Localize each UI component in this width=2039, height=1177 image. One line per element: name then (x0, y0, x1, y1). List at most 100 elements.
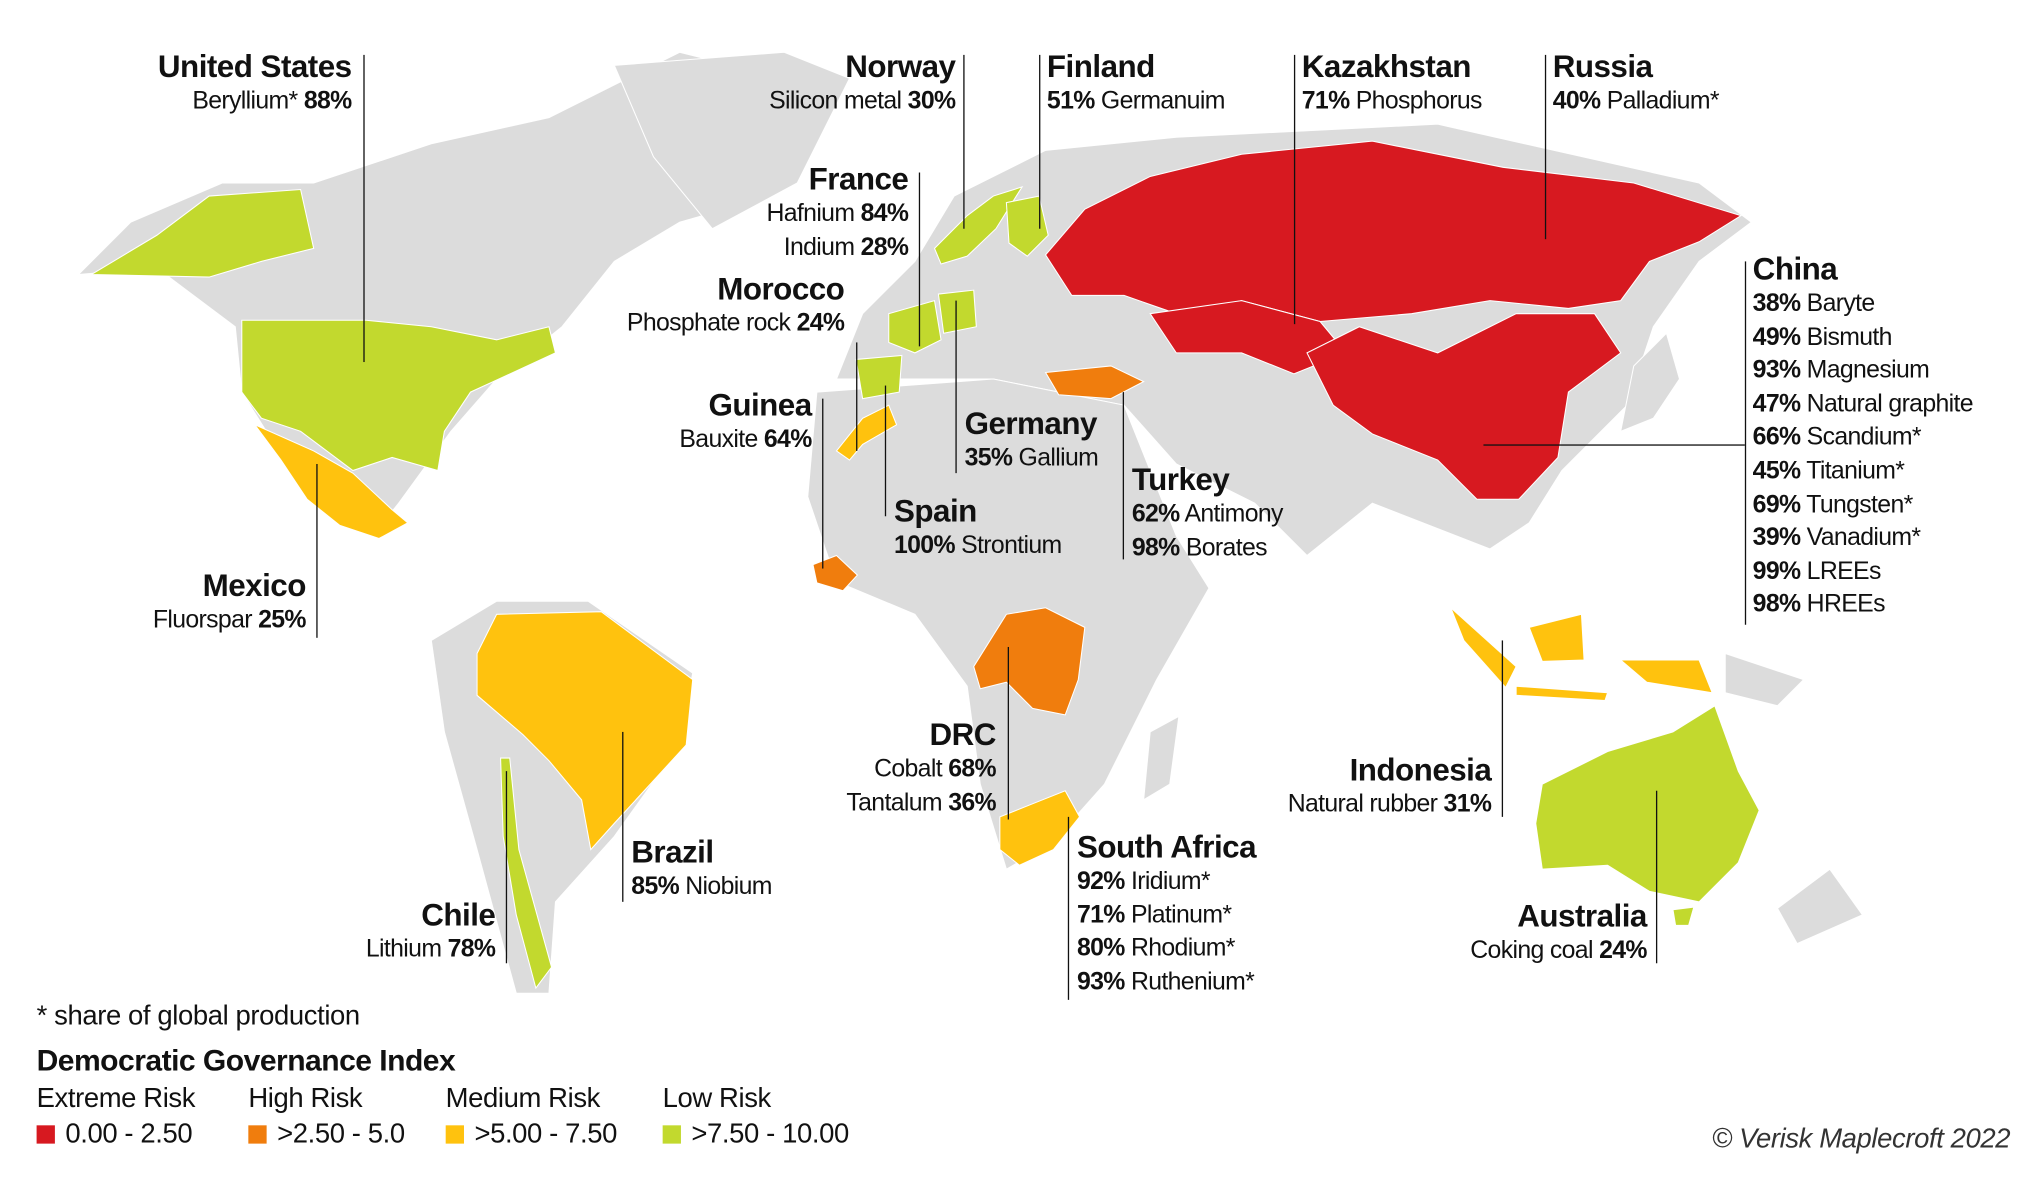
share-value: 36% (948, 788, 996, 817)
leader-line (856, 342, 858, 451)
label-title: Australia (1517, 899, 1647, 935)
mineral-line: 49% Bismuth (1753, 321, 1973, 354)
label-brazil: Brazil 85% Niobium (631, 835, 772, 904)
mineral-line: Lithium 78% (365, 933, 496, 966)
mineral-name: Lithium (365, 935, 442, 964)
leader-line (1067, 816, 1070, 1000)
mineral-name: Beryllium* (192, 87, 298, 116)
mineral-line: 38% Baryte (1753, 288, 1973, 321)
share-value: 98% (1752, 591, 1801, 619)
share-value: 45% (1752, 457, 1801, 485)
mineral-name: Palladium* (1606, 87, 1720, 116)
country-australia (1535, 704, 1760, 903)
mineral-name: Rhodium* (1130, 934, 1235, 963)
country-mexico (253, 423, 409, 540)
legend-label: Extreme Risk (36, 1083, 196, 1114)
leader-line (955, 300, 957, 474)
mineral-name: Indium (783, 233, 855, 261)
label-china: China 38% Baryte 49% Bismuth 93% Magnesium 4… (1752, 252, 1974, 622)
legend-range-row: >5.00 - 7.50 (445, 1118, 663, 1150)
legend-title: Democratic Governance Index (36, 1042, 456, 1077)
label-title: Turkey (1131, 462, 1230, 498)
mineral-line: Silicon metal 30% (769, 85, 956, 118)
country-germany (937, 289, 977, 334)
mineral-line: 100% Strontium (894, 529, 1062, 562)
label-title: Russia (1552, 49, 1653, 85)
legend-swatch (36, 1125, 55, 1144)
label-south-africa: South Africa 92% Iridium* 71% Platinum* 80%… (1077, 830, 1257, 999)
leader-line (918, 172, 921, 347)
mineral-line: Tantalum 36% (846, 786, 996, 819)
share-value: 80% (1076, 934, 1125, 963)
mineral-name: Ruthenium* (1130, 968, 1255, 996)
label-drc: DRC Cobalt 68% Tantalum 36% (846, 718, 996, 820)
mineral-name: Natural graphite (1806, 390, 1974, 418)
share-value: 51% (1046, 87, 1095, 116)
land-greenland (613, 51, 851, 230)
mineral-line: 62% Antimony (1131, 498, 1284, 531)
label-title: Chile (421, 897, 496, 934)
share-value: 62% (1131, 500, 1180, 529)
mineral-line: 85% Niobium (631, 870, 772, 903)
label-title: Kazakhstan (1301, 49, 1472, 85)
share-value: 69% (1752, 490, 1801, 519)
mineral-line: 80% Rhodium* (1077, 932, 1256, 965)
share-value: 24% (1599, 937, 1647, 965)
label-title: DRC (929, 717, 997, 753)
mineral-name: Magnesium (1806, 357, 1930, 385)
mineral-line: Natural rubber 31% (1288, 788, 1492, 821)
label-title: United States (157, 49, 352, 85)
share-value: 98% (1131, 534, 1180, 562)
mineral-line: Coking coal 24% (1470, 935, 1647, 968)
leader-line (1744, 261, 1747, 625)
share-value: 64% (763, 426, 812, 454)
mineral-line: 69% Tungsten* (1753, 488, 1973, 521)
mineral-line: 93% Ruthenium* (1077, 966, 1256, 999)
mineral-name: Vanadium* (1806, 524, 1921, 552)
label-russia: Russia 40% Palladium* (1552, 49, 1720, 119)
leader-line (1544, 54, 1547, 240)
country-indonesia (1619, 659, 1713, 694)
legend-range-row: >7.50 - 10.00 (662, 1118, 872, 1150)
country-brazil (476, 611, 694, 851)
legend-label: Low Risk (662, 1083, 772, 1114)
label-title: China (1752, 252, 1838, 288)
share-value: 78% (447, 935, 496, 964)
share-value: 31% (1443, 790, 1492, 819)
label-morocco: Morocco Phosphate rock 24% (627, 272, 845, 341)
leader-line (1039, 54, 1041, 229)
legend-item-high: High Risk >2.50 - 5.0 (248, 1084, 445, 1151)
country-turkey (1044, 365, 1145, 400)
mineral-line: Beryllium* 88% (158, 85, 352, 118)
country-finland (1005, 195, 1049, 257)
leader-line (622, 731, 624, 902)
label-indonesia: Indonesia Natural rubber 31% (1288, 753, 1492, 822)
legend-swatch (662, 1125, 681, 1144)
label-title: Guinea (708, 388, 812, 424)
share-value: 25% (258, 606, 306, 634)
mineral-name: Fluorspar (152, 606, 253, 634)
country-spain (855, 354, 903, 400)
land-new-zealand (1776, 868, 1864, 945)
mineral-name: Silicon metal (769, 87, 902, 116)
label-title: Indonesia (1349, 752, 1492, 789)
mineral-line: 99% LREEs (1753, 555, 1973, 588)
mineral-line: 71% Phosphorus (1302, 85, 1483, 118)
legend-range: >5.00 - 7.50 (474, 1118, 618, 1149)
legend-range-row: 0.00 - 2.50 (36, 1119, 249, 1150)
share-value: 49% (1752, 323, 1801, 352)
leader-line (1655, 790, 1658, 964)
mineral-line: 35% Gallium (965, 442, 1099, 475)
mineral-name: Baryte (1806, 290, 1876, 318)
legend-label: Medium Risk (445, 1083, 601, 1114)
leader-line (316, 463, 318, 638)
label-title: Norway (845, 49, 956, 85)
leader-line (505, 771, 508, 964)
share-value: 66% (1752, 423, 1801, 452)
legend-range: >7.50 - 10.00 (691, 1118, 849, 1149)
country-morocco (835, 404, 898, 461)
mineral-line: 93% Magnesium (1753, 354, 1973, 387)
label-title: France (808, 162, 909, 198)
